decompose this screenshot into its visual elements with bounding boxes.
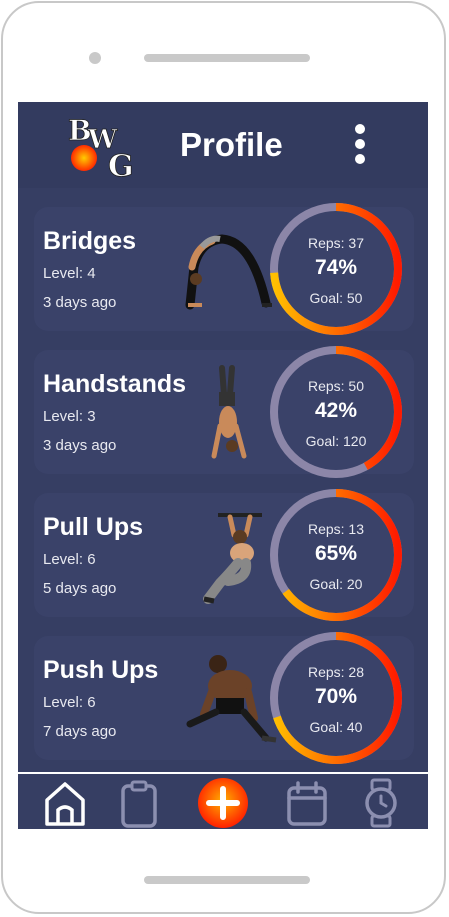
goal-count: Goal: 20: [309, 576, 363, 592]
home-indicator: [144, 876, 310, 884]
handstand-figure-icon: [211, 365, 247, 459]
exercise-name: Pull Ups: [43, 513, 144, 541]
progress-ring-fill: [270, 489, 402, 621]
calendar-icon[interactable]: [282, 778, 332, 828]
goal-count: Goal: 120: [305, 433, 367, 449]
bottom-navigation: [18, 772, 428, 829]
watch-icon[interactable]: [356, 778, 406, 828]
exercise-level: Level: 4: [43, 265, 96, 282]
progress-ring: [270, 346, 402, 478]
more-options-icon[interactable]: [350, 124, 370, 166]
reps-count: Reps: 50: [307, 378, 365, 394]
exercise-card-push-ups[interactable]: Push Ups Level: 6 7 days ago Reps: 28 70…: [34, 632, 414, 764]
reps-count: Reps: 28: [307, 664, 365, 680]
progress-ring: [270, 632, 402, 764]
exercise-last-date: 3 days ago: [43, 437, 117, 454]
exercise-card-bridges[interactable]: Bridges Level: 4 3 days ago Reps: 37 74%…: [34, 203, 414, 335]
exercise-level: Level: 3: [43, 408, 96, 425]
progress-ring: [270, 489, 402, 621]
progress-ring-fill: [270, 203, 402, 335]
clipboard-icon[interactable]: [114, 778, 164, 828]
progress-ring-fill: [270, 346, 402, 478]
exercise-card-handstands[interactable]: Handstands Level: 3 3 days ago Reps: 50 …: [34, 346, 414, 478]
app-logo[interactable]: B W G: [62, 114, 138, 178]
exercise-last-date: 7 days ago: [43, 723, 117, 740]
progress-percent: 74%: [314, 256, 358, 279]
page-title: Profile: [180, 126, 283, 163]
exercise-level: Level: 6: [43, 694, 96, 711]
app-screen: B W G Profile Bridges Level: 4 3 days ag…: [18, 102, 428, 829]
push-up-figure-icon: [186, 655, 277, 743]
exercise-name: Handstands: [43, 370, 187, 398]
speaker-grille: [144, 54, 310, 62]
svg-text:G: G: [108, 149, 134, 178]
home-icon[interactable]: [40, 778, 90, 828]
exercise-name: Push Ups: [43, 656, 159, 684]
app-header: B W G Profile: [18, 102, 428, 188]
exercise-last-date: 5 days ago: [43, 580, 117, 597]
exercise-name: Bridges: [43, 227, 137, 255]
reps-count: Reps: 13: [307, 521, 365, 537]
progress-ring-fill: [270, 632, 402, 764]
goal-count: Goal: 40: [309, 719, 363, 735]
svg-text:B: B: [68, 114, 92, 147]
exercise-card-pull-ups[interactable]: Pull Ups Level: 6 5 days ago Reps: 13 65…: [34, 489, 414, 621]
bridge-figure-icon: [185, 234, 272, 310]
progress-percent: 70%: [314, 685, 358, 708]
reps-count: Reps: 37: [307, 235, 365, 251]
goal-count: Goal: 50: [309, 290, 363, 306]
progress-summary: Reps: 28 70% Goal: 40: [268, 630, 404, 766]
progress-ring: [270, 203, 402, 335]
exercise-last-date: 3 days ago: [43, 294, 117, 311]
progress-summary: Reps: 37 74% Goal: 50: [268, 201, 404, 337]
progress-percent: 42%: [314, 399, 358, 422]
progress-summary: Reps: 13 65% Goal: 20: [268, 487, 404, 623]
pull-up-figure-icon: [203, 513, 262, 604]
progress-percent: 65%: [314, 542, 358, 565]
front-camera: [89, 52, 101, 64]
exercise-level: Level: 6: [43, 551, 96, 568]
progress-summary: Reps: 50 42% Goal: 120: [268, 344, 404, 480]
add-icon[interactable]: [198, 778, 248, 828]
svg-text:W: W: [87, 125, 118, 155]
